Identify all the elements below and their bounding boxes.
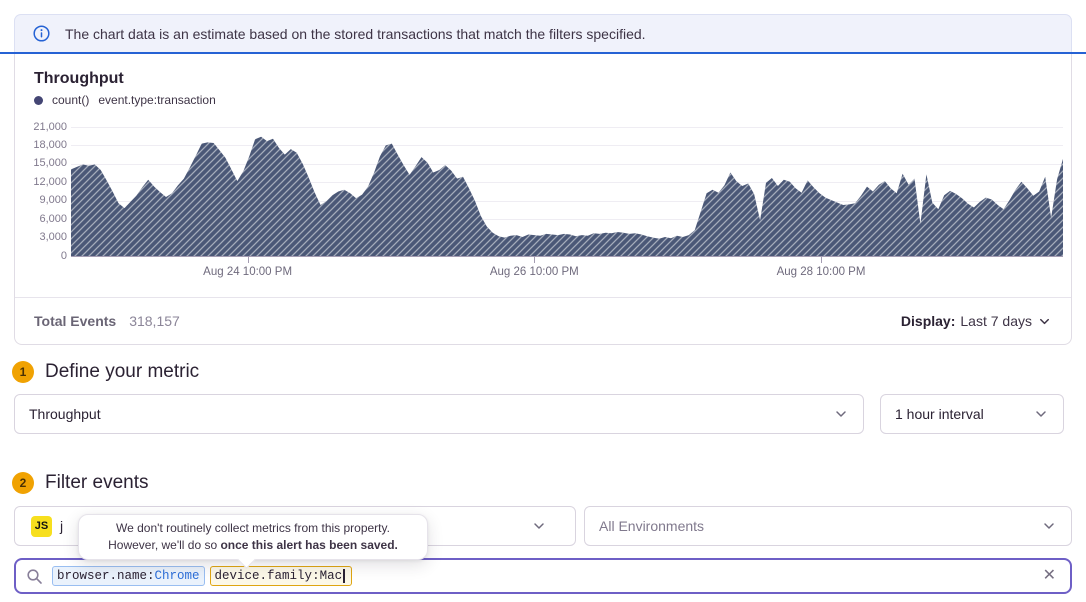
filter-token-device-family[interactable]: device.family: Mac xyxy=(209,566,352,586)
tooltip-line2: However, we'll do so once this alert has… xyxy=(108,538,398,552)
filter-search-bar[interactable]: browser.name: Chrome device.family: Mac ✕ xyxy=(14,558,1072,594)
chart-panel: Throughput count() event.type:transactio… xyxy=(14,54,1072,345)
y-axis-tick-label: 18,000 xyxy=(33,138,67,151)
y-axis-tick-label: 12,000 xyxy=(33,175,67,188)
x-axis-tick xyxy=(247,257,249,263)
x-axis-tick-label: Aug 26 10:00 PM xyxy=(489,266,579,278)
project-select-value: j xyxy=(60,518,64,534)
chart-title: Throughput xyxy=(34,70,124,87)
display-value: Last 7 days xyxy=(960,313,1032,329)
section-define-metric: 1 Define your metric xyxy=(12,361,199,383)
chevron-down-icon xyxy=(534,523,544,529)
banner-underline xyxy=(0,52,1086,54)
text-cursor xyxy=(343,569,345,583)
environment-select-value: All Environments xyxy=(599,518,705,534)
x-axis-tick-label: Aug 24 10:00 PM xyxy=(203,266,293,278)
info-banner: The chart data is an estimate based on t… xyxy=(14,14,1072,52)
y-axis-tick-label: 6,000 xyxy=(39,212,67,225)
metric-select-value: Throughput xyxy=(29,406,101,422)
filter-token-browser-name[interactable]: browser.name: Chrome xyxy=(52,566,205,586)
x-axis-tick xyxy=(534,257,536,263)
gridline xyxy=(71,182,1063,184)
legend-series-label: count() xyxy=(52,93,90,107)
token-key: browser.name: xyxy=(57,569,155,583)
total-events-label: Total Events xyxy=(34,313,117,329)
clear-search-icon[interactable]: ✕ xyxy=(1042,567,1056,584)
metrics-collection-tooltip: We don't routinely collect metrics from … xyxy=(78,514,428,569)
y-axis-tick-label: 9,000 xyxy=(39,194,67,207)
chart-x-axis-line xyxy=(71,256,1063,257)
total-events-value: 318,157 xyxy=(129,313,180,329)
chart-legend: count() event.type:transaction xyxy=(34,93,216,107)
step-number-badge: 2 xyxy=(12,472,34,494)
gridline xyxy=(71,145,1063,147)
total-events: Total Events 318,157 xyxy=(34,313,180,329)
gridline xyxy=(71,127,1063,128)
gridline xyxy=(71,219,1063,221)
token-value: Chrome xyxy=(154,569,200,583)
search-icon xyxy=(27,568,42,584)
gridline xyxy=(71,200,1063,202)
y-axis-tick-label: 21,000 xyxy=(33,120,67,133)
section-title: Filter events xyxy=(45,472,149,493)
legend-series-dot xyxy=(34,95,43,105)
chevron-down-icon xyxy=(1040,318,1049,324)
section-filter-events: 2 Filter events xyxy=(12,472,148,494)
throughput-area-chart[interactable] xyxy=(71,127,1063,256)
section-title: Define your metric xyxy=(45,361,200,382)
banner-text: The chart data is an estimate based on t… xyxy=(65,25,646,42)
environment-select[interactable]: All Environments xyxy=(584,506,1072,546)
display-label: Display: xyxy=(900,313,956,329)
x-axis-tick-label: Aug 28 10:00 PM xyxy=(776,266,866,278)
panel-divider xyxy=(15,297,1071,298)
step-number-badge: 1 xyxy=(12,361,34,383)
gridline xyxy=(71,163,1063,165)
metric-select[interactable]: Throughput xyxy=(14,394,864,434)
x-axis-tick xyxy=(821,257,822,263)
interval-select-value: 1 hour interval xyxy=(895,406,984,422)
area-series-hatch xyxy=(71,136,1063,256)
tooltip-line1: We don't routinely collect metrics from … xyxy=(116,520,390,535)
chart-footer: Total Events 318,157 Display: Last 7 days xyxy=(15,298,1071,344)
legend-series-query: event.type:transaction xyxy=(98,93,216,107)
token-key: device.family: xyxy=(214,569,320,583)
y-axis-tick-label: 0 xyxy=(60,249,67,262)
y-axis-tick-label: 15,000 xyxy=(33,157,67,170)
token-value: Mac xyxy=(319,569,343,583)
interval-select[interactable]: 1 hour interval xyxy=(880,394,1064,434)
chevron-down-icon xyxy=(1036,411,1046,417)
y-axis-tick-label: 3,000 xyxy=(39,231,67,244)
info-icon xyxy=(33,25,50,42)
chevron-down-icon xyxy=(836,411,846,417)
javascript-platform-icon: JS xyxy=(31,515,52,537)
display-range-selector[interactable]: Display: Last 7 days xyxy=(901,313,1052,329)
chevron-down-icon xyxy=(1044,523,1054,529)
